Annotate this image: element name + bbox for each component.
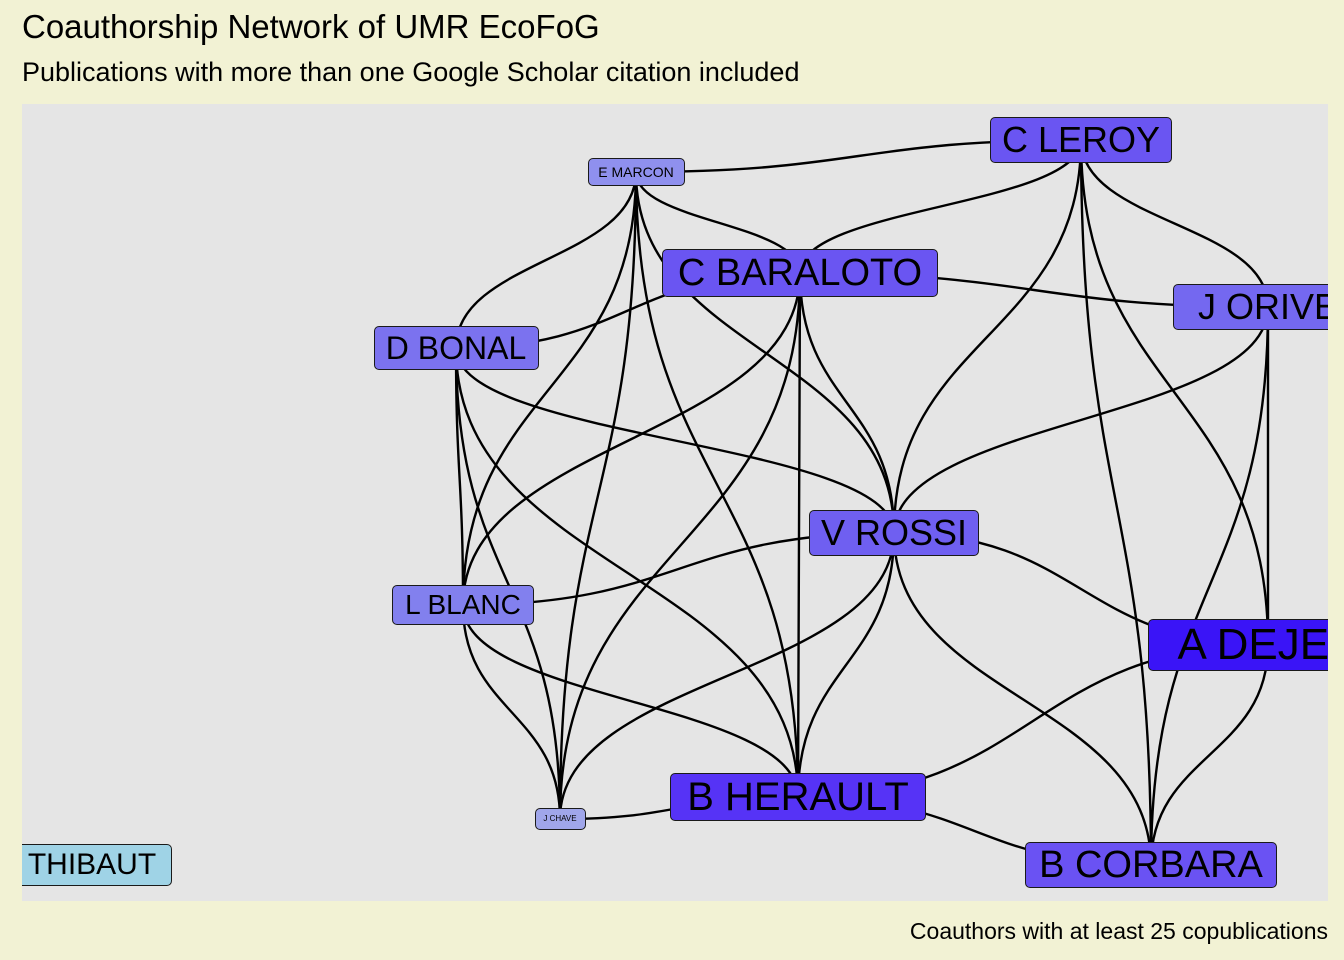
edge-v-rossi-b-corbara [892,532,1153,866]
edge-e-marcon-l-blanc [461,171,638,606]
edge-c-leroy-j-orivel [1079,139,1270,308]
node-b-corbara: B CORBARA [1025,842,1277,888]
node-thibaut: THIBAUT [22,844,172,886]
plot-title: Coauthorship Network of UMR EcoFoG [22,8,600,45]
edge-c-baraloto-v-rossi [798,272,896,534]
edge-v-rossi-j-chave [558,532,896,820]
edge-c-baraloto-j-chave [558,272,802,820]
edge-j-orivel-v-rossi [892,306,1270,534]
node-a-dejean: A DEJEA [1148,619,1328,671]
node-e-marcon: E MARCON [587,158,685,186]
edge-d-bonal-j-chave [454,347,562,820]
edge-a-dejean-b-corbara [1149,644,1270,866]
plot-subtitle: Publications with more than one Google S… [22,57,800,87]
edge-d-bonal-v-rossi [454,347,896,534]
edge-c-baraloto-b-herault [796,272,802,798]
edge-e-marcon-b-herault [634,171,800,798]
edge-j-orivel-b-corbara [1149,306,1270,866]
node-d-bonal: D BONAL [373,326,539,370]
edge-e-marcon-v-rossi [634,171,896,534]
edge-c-baraloto-l-blanc [461,272,802,606]
node-v-rossi: V ROSSI [809,510,979,556]
edge-e-marcon-d-bonal [454,171,638,349]
plot-caption: Coauthors with at least 25 copublication… [909,918,1328,944]
edge-l-blanc-j-chave [461,604,562,820]
node-l-blanc: L BLANC [392,585,534,625]
edge-c-leroy-a-dejean [1079,139,1270,646]
node-c-leroy: C LEROY [990,117,1172,163]
edge-l-blanc-b-herault [461,604,800,798]
node-j-orivel: J ORIVE [1173,284,1328,330]
node-j-chave: J CHAVE [534,808,586,830]
node-b-herault: B HERAULT [670,773,926,821]
edge-e-marcon-j-chave [558,171,638,820]
edge-c-leroy-v-rossi [892,139,1083,534]
edge-c-leroy-b-corbara [1079,139,1153,866]
edge-d-bonal-b-herault [454,347,800,798]
edge-v-rossi-b-herault [796,532,896,798]
node-c-baraloto: C BARALOTO [662,249,938,297]
network-panel: C LEROY E MARCON C BARALOTO J ORIVE D BONAL V… [22,104,1328,901]
